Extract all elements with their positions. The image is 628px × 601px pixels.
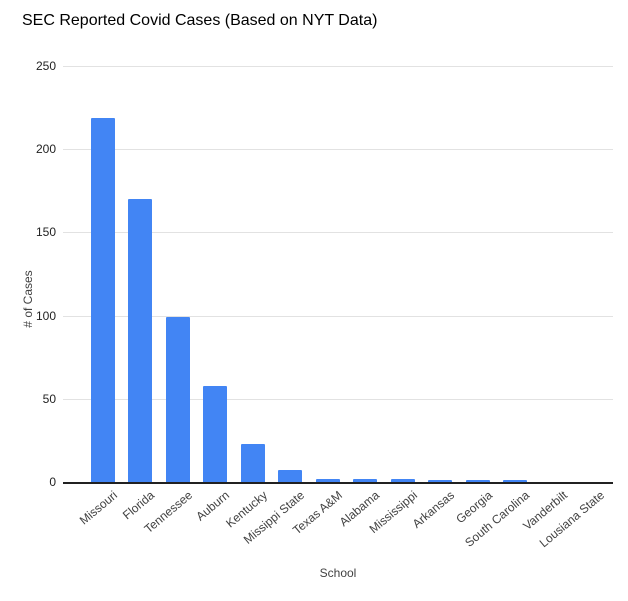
y-tick-label: 50: [42, 391, 56, 406]
bar: [503, 480, 528, 482]
y-tick-label: 200: [35, 142, 56, 157]
x-axis-title: School: [319, 566, 357, 580]
gridline: [63, 398, 613, 400]
gridline: [63, 315, 613, 317]
chart-title: SEC Reported Covid Cases (Based on NYT D…: [22, 12, 378, 29]
y-tick-label: 250: [35, 59, 56, 73]
bar: [390, 478, 415, 482]
bar-slot: [534, 66, 572, 482]
bar: [315, 478, 340, 482]
bar: [90, 117, 115, 482]
bar: [353, 478, 378, 482]
bar: [165, 317, 190, 482]
bar: [240, 443, 265, 482]
bar-slot: [422, 66, 460, 482]
gridline: [63, 66, 613, 67]
bar-slot: [234, 66, 272, 482]
x-labels-layer: Missouri Florida Tennessee Auburn Kentucky Mi…: [77, 488, 609, 578]
bar: [465, 480, 490, 482]
bar-slot: [459, 66, 497, 482]
bar-slot: [197, 66, 235, 482]
bar: [278, 470, 303, 482]
bar-slot: [384, 66, 422, 482]
gridline: [63, 149, 613, 151]
bar-slot: [309, 66, 347, 482]
bar-slot: [159, 66, 197, 482]
bars-layer: [84, 66, 609, 482]
y-tick-label: 0: [49, 475, 56, 489]
bar-slot: [572, 66, 610, 482]
bar: [203, 385, 228, 482]
plot-area: [63, 66, 613, 484]
bar-slot: [272, 66, 310, 482]
bar-slot: [347, 66, 385, 482]
y-tick-label: 100: [35, 308, 56, 323]
bar: [428, 480, 453, 482]
bar-slot: [122, 66, 160, 482]
y-axis-title: # of Cases: [21, 270, 35, 328]
y-tick-label: 150: [35, 225, 56, 240]
gridline: [63, 232, 613, 234]
bar-slot: [84, 66, 122, 482]
bar: [128, 199, 153, 482]
bar-slot: [497, 66, 535, 482]
